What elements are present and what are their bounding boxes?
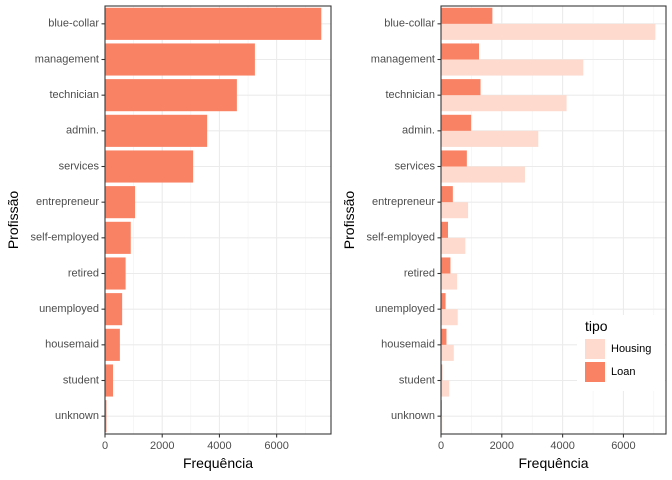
bar-housing-admin — [441, 130, 539, 147]
bar-loan-management — [441, 43, 480, 60]
bar-housing-retired — [441, 273, 458, 290]
legend-label-housing: Housing — [611, 343, 651, 355]
x-tick-label: 6000 — [611, 440, 635, 452]
legend-key-loan — [585, 362, 605, 382]
bar-retired — [105, 257, 126, 290]
legend-key-housing — [585, 339, 605, 359]
bar-unknown — [105, 400, 107, 433]
y-axis-title: Profissão — [5, 191, 21, 250]
y-tick-label-unknown: unknown — [55, 410, 99, 422]
y-tick-label-retired: retired — [404, 267, 435, 279]
legend-title: tipo — [585, 318, 608, 334]
bar-housing-student — [441, 380, 450, 397]
y-tick-label-retired: retired — [68, 267, 99, 279]
bar-services — [105, 150, 194, 183]
y-tick-label-housemaid: housemaid — [45, 339, 99, 351]
bar-housing-entrepreneur — [441, 202, 469, 219]
bar-loan-self-employed — [441, 221, 448, 238]
bar-housing-services — [441, 166, 525, 183]
y-tick-label-entrepreneur: entrepreneur — [372, 196, 435, 208]
y-tick-label-technician: technician — [385, 89, 435, 101]
bar-technician — [105, 79, 237, 112]
bar-loan-blue-collar — [441, 7, 493, 24]
y-tick-label-admin: admin. — [66, 125, 99, 137]
bar-loan-housemaid — [441, 328, 447, 345]
bar-management — [105, 43, 255, 76]
bar-loan-unemployed — [441, 293, 446, 310]
y-tick-label-self-employed: self-employed — [367, 232, 435, 244]
x-tick-label: 6000 — [264, 440, 288, 452]
bar-housing-blue-collar — [441, 23, 656, 40]
y-tick-label-blue-collar: blue-collar — [48, 18, 99, 30]
bar-housing-management — [441, 59, 584, 76]
bar-loan-services — [441, 150, 467, 167]
bar-loan-entrepreneur — [441, 186, 453, 203]
y-axis-title: Profissão — [341, 191, 357, 250]
bar-loan-student — [441, 364, 443, 381]
plot-background — [105, 6, 331, 434]
y-tick-label-housemaid: housemaid — [381, 339, 435, 351]
y-tick-label-unemployed: unemployed — [39, 303, 99, 315]
x-tick-label: 2000 — [490, 440, 514, 452]
y-tick-label-blue-collar: blue-collar — [384, 18, 435, 30]
bar-housing-unemployed — [441, 309, 458, 326]
bar-student — [105, 364, 114, 397]
bar-housing-self-employed — [441, 237, 466, 254]
bar-blue-collar — [105, 7, 322, 40]
x-tick-label: 0 — [438, 440, 444, 452]
legend-label-loan: Loan — [611, 366, 635, 378]
x-tick-label: 2000 — [150, 440, 174, 452]
x-axis-title: Frequência — [518, 455, 588, 471]
bar-unemployed — [105, 293, 123, 326]
y-tick-label-services: services — [395, 160, 436, 172]
x-tick-label: 0 — [102, 440, 108, 452]
x-tick-label: 4000 — [550, 440, 574, 452]
left-chart-panel: blue-collar management technician admin. ser… — [5, 5, 332, 471]
right-chart-panel: blue-collar management technician admin. ser… — [341, 5, 667, 471]
bar-housing-unknown — [441, 416, 443, 433]
y-tick-label-self-employed: self-employed — [31, 232, 99, 244]
plot-border — [440, 5, 667, 435]
x-tick-label: 4000 — [207, 440, 231, 452]
bar-housing-housemaid — [441, 344, 454, 361]
y-tick-label-services: services — [59, 160, 100, 172]
y-tick-label-management: management — [35, 53, 99, 65]
bar-housemaid — [105, 328, 120, 361]
y-tick-label-technician: technician — [49, 89, 99, 101]
y-tick-label-unknown: unknown — [391, 410, 435, 422]
y-tick-label-management: management — [371, 53, 435, 65]
y-tick-label-student: student — [399, 374, 435, 386]
bar-self-employed — [105, 221, 131, 254]
plot-border — [104, 5, 332, 435]
bar-housing-technician — [441, 95, 567, 112]
bar-loan-technician — [441, 79, 481, 96]
bar-entrepreneur — [105, 186, 136, 219]
y-tick-label-admin: admin. — [402, 125, 435, 137]
bar-admin — [105, 114, 208, 147]
bar-loan-retired — [441, 257, 451, 274]
y-tick-label-unemployed: unemployed — [375, 303, 435, 315]
y-tick-label-student: student — [63, 374, 99, 386]
bar-loan-admin — [441, 114, 472, 131]
y-tick-label-entrepreneur: entrepreneur — [36, 196, 99, 208]
x-axis-title: Frequência — [183, 455, 253, 471]
